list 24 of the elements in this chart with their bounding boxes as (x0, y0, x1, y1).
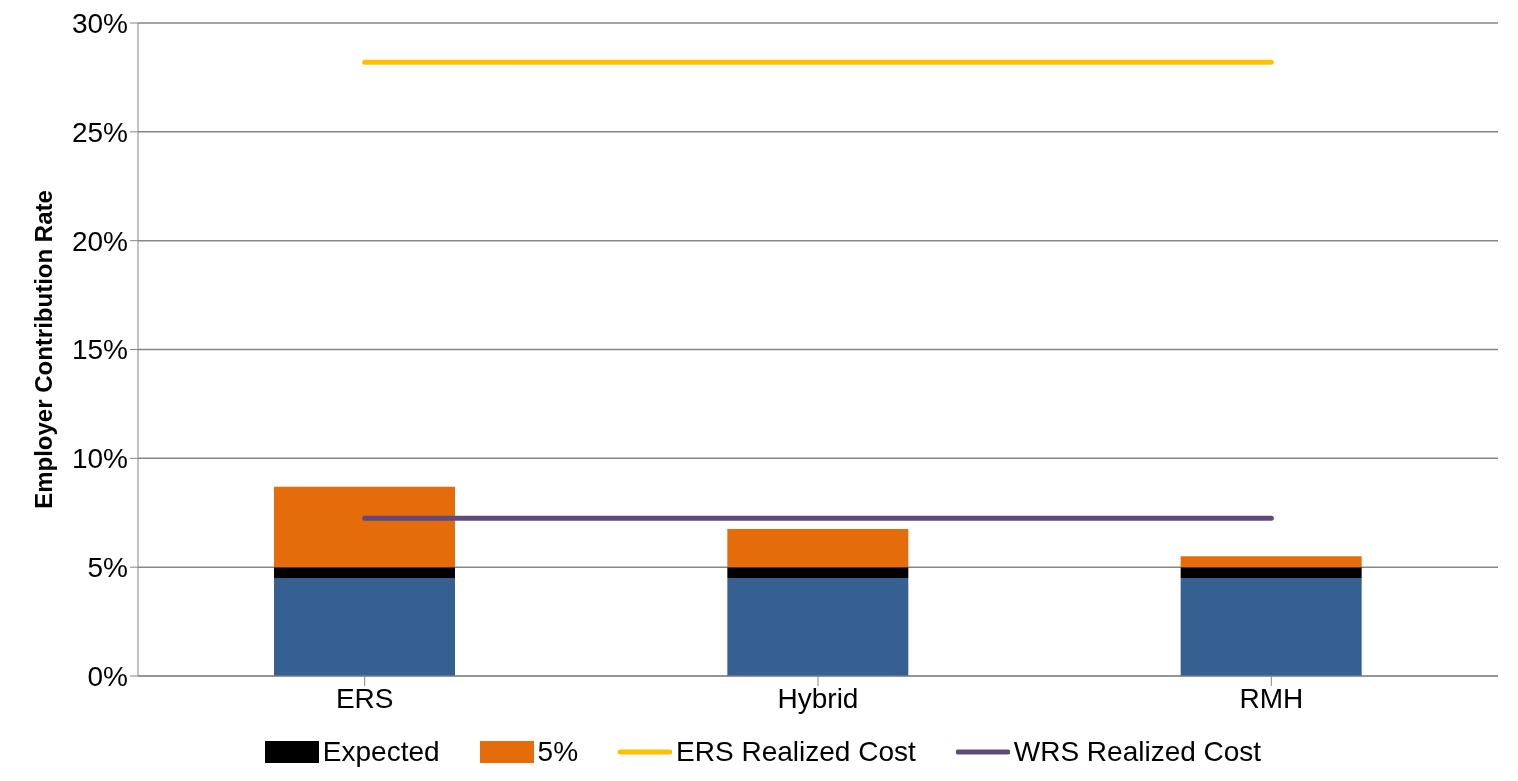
y-tick-label: 25% (71, 116, 128, 148)
x-tick-label: RMH (1239, 682, 1304, 714)
legend-label: ERS Realized Cost (676, 736, 916, 768)
y-tick-label: 30% (71, 7, 128, 39)
x-tick-label: ERS (335, 682, 394, 714)
y-tick-label: 0% (87, 660, 128, 692)
y-tick-label: 10% (71, 443, 128, 475)
x-tick-label: Hybrid (777, 682, 859, 714)
legend-label: WRS Realized Cost (1013, 736, 1262, 768)
bar (1180, 567, 1362, 579)
bar (727, 529, 909, 568)
bar (274, 486, 455, 568)
legend-label: 5% (537, 736, 579, 768)
bar (1180, 578, 1362, 676)
y-tick-label: 20% (71, 225, 128, 257)
y-tick-label: 15% (71, 334, 128, 366)
bar (727, 567, 909, 579)
y-axis-title: Employer Contribution Rate (29, 190, 57, 509)
bar (274, 567, 455, 579)
bar (1180, 556, 1362, 568)
y-tick-label: 5% (87, 552, 128, 584)
legend-label: Expected (322, 736, 440, 768)
bar (727, 578, 909, 676)
bar (274, 578, 455, 676)
